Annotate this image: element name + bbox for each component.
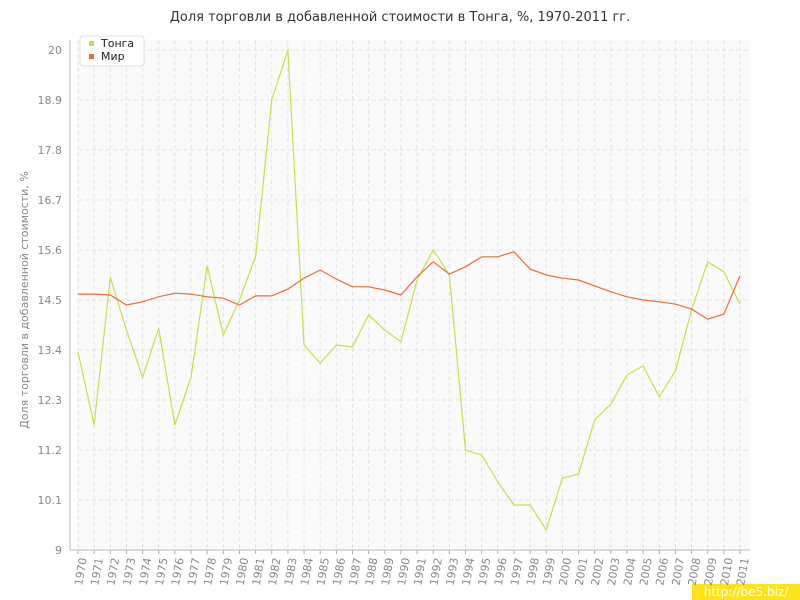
y-tick-label: 13.4 bbox=[38, 344, 63, 357]
y-tick-label: 9 bbox=[55, 544, 62, 557]
y-tick-label: 18.9 bbox=[38, 94, 63, 107]
x-tick-label: 1988 bbox=[363, 557, 381, 587]
y-tick-label: 16.7 bbox=[38, 194, 63, 207]
x-tick-label: 1990 bbox=[395, 557, 413, 587]
x-tick-label: 2010 bbox=[718, 557, 736, 587]
x-tick-label: 1971 bbox=[88, 557, 106, 587]
series-line bbox=[77, 49, 741, 532]
legend-swatch bbox=[89, 54, 94, 59]
x-tick-label: 1997 bbox=[508, 557, 526, 587]
x-tick-label: 1982 bbox=[266, 557, 284, 587]
legend-label: Мир bbox=[101, 50, 125, 63]
x-tick-label: 1972 bbox=[104, 557, 122, 587]
y-tick-label: 14.5 bbox=[38, 294, 63, 307]
x-tick-label: 1973 bbox=[121, 557, 139, 587]
x-tick-label: 1978 bbox=[201, 557, 219, 587]
x-tick-label: 2002 bbox=[589, 557, 607, 587]
x-tick-label: 1983 bbox=[282, 557, 300, 587]
watermark: http://be5.biz/ bbox=[704, 585, 789, 599]
x-tick-label: 1985 bbox=[314, 557, 332, 587]
y-tick-label: 15.6 bbox=[38, 244, 63, 257]
x-tick-label: 2000 bbox=[557, 557, 575, 587]
legend-label: Тонга bbox=[100, 37, 134, 50]
x-tick-label: 2008 bbox=[686, 557, 704, 587]
x-tick-label: 1976 bbox=[169, 557, 187, 587]
series-line bbox=[78, 251, 741, 320]
x-tick-label: 2007 bbox=[670, 557, 688, 587]
x-tick-label: 2006 bbox=[653, 557, 671, 587]
x-tick-label: 1975 bbox=[153, 557, 171, 587]
x-tick-label: 1980 bbox=[234, 557, 252, 587]
chart-title: Доля торговли в добавленной стоимости в … bbox=[170, 10, 631, 25]
x-tick-label: 1981 bbox=[250, 557, 268, 587]
watermark-bg bbox=[692, 584, 800, 600]
x-tick-label: 1974 bbox=[137, 557, 155, 587]
y-axis-label: Доля торговли в добавленной стоимости, % bbox=[18, 171, 31, 429]
legend-box bbox=[79, 35, 145, 67]
x-tick-label: 1993 bbox=[444, 557, 462, 587]
legend-swatch bbox=[89, 41, 94, 46]
x-tick-label: 1991 bbox=[411, 557, 429, 587]
x-tick-label: 2004 bbox=[621, 557, 639, 587]
x-tick-label: 1999 bbox=[540, 557, 558, 587]
x-tick-label: 2011 bbox=[734, 557, 752, 587]
plot-area bbox=[78, 40, 750, 550]
x-tick-label: 1996 bbox=[492, 557, 510, 587]
x-tick-label: 1979 bbox=[217, 557, 235, 587]
x-tick-label: 1989 bbox=[379, 557, 397, 587]
x-tick-label: 2003 bbox=[605, 557, 623, 587]
x-tick-label: 1986 bbox=[330, 557, 348, 587]
x-tick-label: 1987 bbox=[347, 557, 365, 587]
x-tick-label: 2005 bbox=[637, 557, 655, 587]
y-tick-label: 11.2 bbox=[38, 444, 63, 457]
y-tick-label: 17.8 bbox=[38, 144, 63, 157]
x-tick-label: 1970 bbox=[72, 557, 90, 587]
x-tick-label: 1995 bbox=[476, 557, 494, 587]
y-tick-label: 12.3 bbox=[38, 394, 63, 407]
x-tick-label: 1994 bbox=[460, 557, 478, 587]
x-tick-label: 1977 bbox=[185, 557, 203, 587]
x-tick-label: 2001 bbox=[573, 557, 591, 587]
y-tick-label: 10.1 bbox=[38, 494, 63, 507]
x-tick-label: 1984 bbox=[298, 557, 316, 587]
x-tick-label: 2009 bbox=[702, 557, 720, 587]
x-tick-label: 1998 bbox=[524, 557, 542, 587]
y-tick-label: 20 bbox=[48, 44, 62, 57]
x-tick-label: 1992 bbox=[427, 557, 445, 587]
